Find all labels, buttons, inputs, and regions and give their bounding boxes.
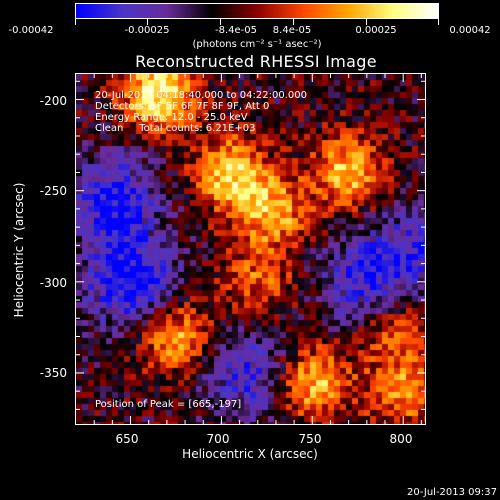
colorbar-tick-label: -0.00025 <box>124 25 170 36</box>
axis-ticks <box>76 74 425 424</box>
y-tick-label: -300 <box>39 276 67 290</box>
plot-area: 20-Jul-2013 04:18:40.000 to 04:22:00.000… <box>75 73 426 425</box>
annotation-clean: Clean Total counts: 6.21E+03 <box>95 123 256 134</box>
y-tick-label: -200 <box>39 94 67 108</box>
colorbar-tick-label: -8.4e-05 <box>215 25 257 36</box>
colorbar-tick-label: -0.00042 <box>8 25 54 36</box>
y-tick-label: -350 <box>39 366 67 380</box>
colorbar-tick <box>366 19 367 25</box>
annotation-detectors: Detectors: 3F 5F 6F 7F 8F 9F, Att 0 <box>95 101 270 112</box>
x-tick-label: 750 <box>298 432 322 446</box>
x-tick-label: 650 <box>115 432 139 446</box>
annotation-peak: Position of Peak = [665,-197] <box>95 399 242 410</box>
annotation-time-range: 20-Jul-2013 04:18:40.000 to 04:22:00.000 <box>95 90 307 101</box>
colorbar-tick <box>293 19 294 25</box>
colorbar-tick-label: 0.00025 <box>355 25 397 36</box>
datestamp: 20-Jul-2013 09:37 <box>406 487 497 498</box>
colorbar <box>75 3 439 19</box>
colorbar-tick <box>438 19 439 25</box>
colorbar-tick <box>220 19 221 25</box>
plot-title: Reconstructed RHESSI Image <box>135 52 377 71</box>
colorbar-units: (photons cm⁻² s⁻¹ asec⁻²) <box>192 39 322 50</box>
y-axis-label: Heliocentric Y (arcsec) <box>12 182 26 318</box>
x-tick-label: 700 <box>206 432 230 446</box>
annotation-energy: Energy Range: 12.0 - 25.0 keV <box>95 112 248 123</box>
colorbar-tick-label: 8.4e-05 <box>272 25 312 36</box>
y-tick-label: -250 <box>39 184 67 198</box>
x-axis-label: Heliocentric X (arcsec) <box>182 447 318 461</box>
colorbar-tick <box>75 19 76 25</box>
heatmap-image <box>76 74 425 424</box>
colorbar-tick <box>147 19 148 25</box>
x-tick-label: 800 <box>389 432 413 446</box>
colorbar-tick-label: 0.00042 <box>449 25 491 36</box>
